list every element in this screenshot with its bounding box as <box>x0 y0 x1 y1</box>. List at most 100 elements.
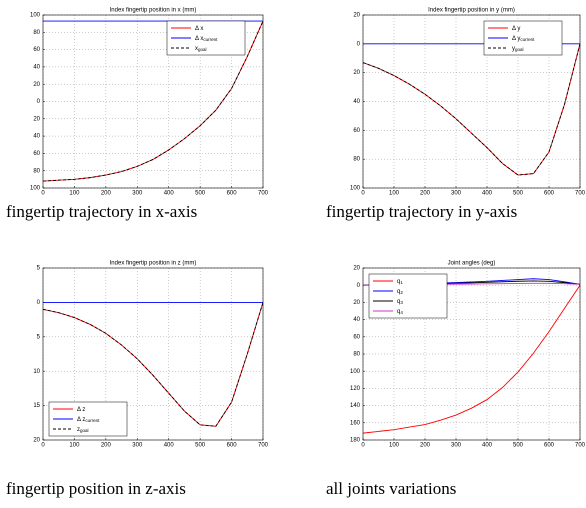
panel: 0 100 200 300 400 500 600 700100806040200204060… <box>6 8 269 221</box>
legend-subscript: 4 <box>400 310 403 315</box>
data-line <box>42 302 264 427</box>
panel: 0 100 200 300 400 500 600 70010080604020020Inde… <box>326 8 586 221</box>
y-tick-label: 20 <box>353 70 360 76</box>
y-tick-label: 10 <box>33 369 40 375</box>
x-tick-label: 100 <box>69 443 80 449</box>
y-tick-label: 60 <box>33 47 40 53</box>
y-tick-label: 100 <box>350 369 361 375</box>
data-line <box>362 43 581 176</box>
y-tick-label: 40 <box>353 317 360 323</box>
x-tick-label: 400 <box>164 443 175 449</box>
x-tick-label: 0 <box>361 443 365 449</box>
x-tick-label: 200 <box>101 443 112 449</box>
chart-title: Index fingertip position in z (mm) <box>110 261 197 267</box>
legend-label: q2 <box>397 289 403 296</box>
y-tick-label: 40 <box>33 64 40 70</box>
y-tick-label: 100 <box>350 186 361 192</box>
legend-name: z <box>77 427 80 433</box>
y-tick-label: 0 <box>357 41 361 47</box>
y-tick-label: 15 <box>33 403 40 409</box>
legend-label: q4 <box>397 309 403 316</box>
legend-name: q <box>397 279 400 285</box>
data-line <box>362 284 581 434</box>
legend-subscript: current <box>520 37 535 42</box>
legend-label: Δ xcurrent <box>195 36 218 43</box>
legend-name: Δ z <box>77 417 85 423</box>
x-tick-label: 100 <box>69 191 80 197</box>
y-tick-label: 180 <box>350 438 361 444</box>
legend-label: ygoal <box>512 46 524 53</box>
plot-frame <box>42 14 264 189</box>
legend-label: Δ z <box>77 407 85 413</box>
y-tick-label: 80 <box>33 30 40 36</box>
legend-label: q1 <box>397 279 403 286</box>
x-tick-label: 300 <box>132 443 143 449</box>
legend-name: q <box>397 299 400 305</box>
legend-subscript: 2 <box>400 290 403 295</box>
legend-subscript: current <box>203 37 218 42</box>
legend-subscript: goal <box>80 428 89 433</box>
x-tick-label: 300 <box>451 443 462 449</box>
caption: fingertip position in z-axis <box>6 479 186 498</box>
y-tick-label: 40 <box>33 134 40 140</box>
x-tick-label: 0 <box>361 191 365 197</box>
panel: 0 100 200 300 400 500 600 700 20 15 10 5 0 5 Index fin… <box>6 261 269 498</box>
y-tick-label: 20 <box>353 300 360 306</box>
legend: Δ x Δ xcurrent xgoal <box>166 20 246 56</box>
x-tick-label: 400 <box>164 191 175 197</box>
y-tick-label: 80 <box>353 157 360 163</box>
y-tick-label: 20 <box>353 13 360 19</box>
legend-label: Δ x <box>195 26 203 32</box>
x-tick-label: 600 <box>227 443 238 449</box>
legend-label: xgoal <box>195 46 207 53</box>
y-tick-label: 80 <box>353 352 360 358</box>
legend-subscript: goal <box>198 47 207 52</box>
legend-subscript: 1 <box>400 280 403 285</box>
legend-name: Δ y <box>512 26 520 32</box>
y-tick-label: 100 <box>30 13 41 19</box>
x-tick-label: 300 <box>132 191 143 197</box>
y-tick-label: 20 <box>353 266 360 272</box>
y-tick-label: 60 <box>353 334 360 340</box>
legend-name: Δ z <box>77 407 85 413</box>
x-tick-label: 500 <box>195 443 206 449</box>
x-tick-label: 400 <box>482 443 493 449</box>
caption: fingertip trajectory in x-axis <box>6 202 197 221</box>
y-tick-label: 20 <box>33 82 40 88</box>
y-tick-label: 0 <box>37 99 41 105</box>
x-tick-label: 200 <box>420 443 431 449</box>
y-tick-label: 160 <box>350 420 361 426</box>
x-tick-label: 0 <box>41 443 45 449</box>
y-tick-label: 20 <box>33 116 40 122</box>
legend-label: Δ y <box>512 26 520 32</box>
chart-title: Index fingertip position in x (mm) <box>110 8 197 14</box>
data-line <box>42 20 264 182</box>
legend-name: Δ x <box>195 26 203 32</box>
legend-name: q <box>397 309 400 315</box>
x-tick-label: 0 <box>41 191 45 197</box>
plot-frame <box>362 267 581 441</box>
panel: 0 100 200 300 400 500 600 700180160140120100806… <box>326 261 586 498</box>
y-tick-label: 20 <box>33 438 40 444</box>
legend-name: x <box>195 46 198 52</box>
y-tick-label: 0 <box>37 300 41 306</box>
caption: fingertip trajectory in y-axis <box>326 202 517 221</box>
y-tick-label: 60 <box>33 151 40 157</box>
legend-subscript: goal <box>515 47 524 52</box>
x-tick-label: 600 <box>227 191 238 197</box>
x-tick-label: 100 <box>389 443 400 449</box>
legend-label: q3 <box>397 299 403 306</box>
legend-label: zgoal <box>77 427 89 434</box>
x-tick-label: 600 <box>544 191 555 197</box>
legend-name: y <box>512 46 515 52</box>
x-tick-label: 500 <box>513 191 524 197</box>
legend-name: q <box>397 289 400 295</box>
x-tick-label: 300 <box>451 191 462 197</box>
x-tick-label: 200 <box>101 191 112 197</box>
y-tick-label: 120 <box>350 386 361 392</box>
y-tick-label: 0 <box>357 283 361 289</box>
x-tick-label: 100 <box>389 191 400 197</box>
y-tick-label: 100 <box>30 186 41 192</box>
